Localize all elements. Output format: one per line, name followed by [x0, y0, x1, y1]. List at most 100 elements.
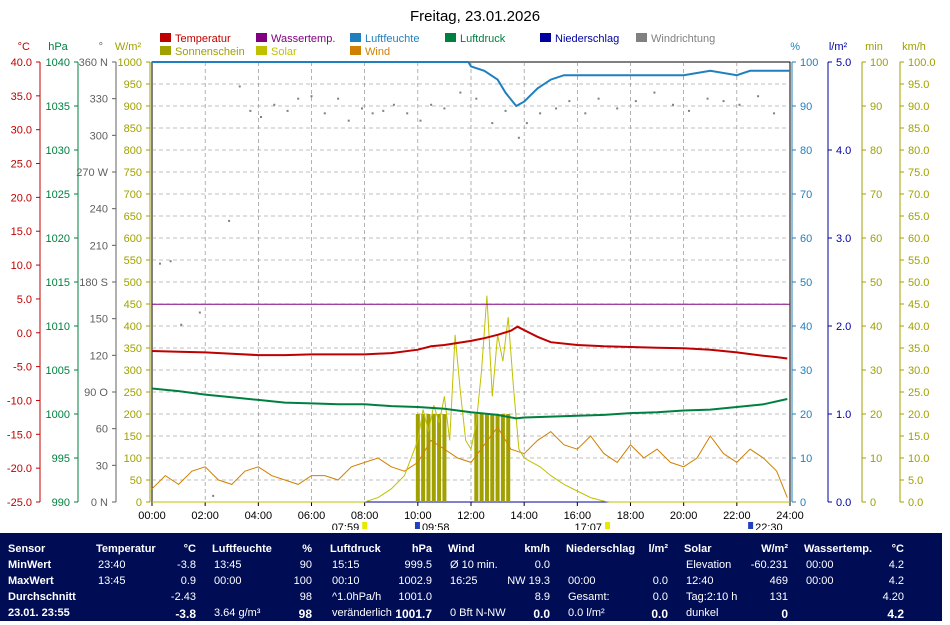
stats-col-luftfeuchte: Luftfeuchte% 13:45 90 00:00 100 98 3.64 g/m³ 98 — [206, 533, 320, 621]
time-tick-label: 20:00 — [670, 510, 698, 522]
minutes-axis-unit: min — [865, 41, 883, 53]
wind-tick-label: 75.0 — [908, 167, 929, 179]
stats-cell-label: Ø 10 min. — [450, 559, 498, 571]
stats-cell-label: 00:10 — [332, 575, 360, 587]
axis-units: °C hPa ° W/m²% l/m² min km/h — [18, 41, 926, 53]
wind-direction-point — [169, 260, 172, 263]
stats-group-unit: °C — [891, 543, 904, 555]
solar-tick-label: 650 — [124, 211, 142, 223]
wind-direction-point — [517, 136, 520, 139]
sunshine-bar — [490, 414, 495, 502]
wind-direction-point — [491, 122, 494, 125]
sunshine-bar — [431, 414, 436, 502]
legend-swatch — [636, 33, 647, 42]
stats-row-label: MaxWert — [8, 575, 54, 587]
wind-direction-point — [475, 97, 478, 100]
sunshine-bar — [415, 414, 420, 502]
legend-label: Solar — [271, 46, 297, 58]
series-temperatur — [151, 325, 788, 360]
stats-cell-value: NW 19.3 — [507, 575, 550, 587]
wind-tick-label: 45.0 — [908, 299, 929, 311]
legend-swatch — [350, 33, 361, 42]
minutes-tick-label: 40 — [870, 321, 882, 333]
legend-swatch — [160, 46, 171, 55]
solar-tick-label: 700 — [124, 189, 142, 201]
sunshine-bar — [426, 414, 431, 502]
stats-cell-label: dunkel — [686, 607, 719, 619]
stats-cell-value: 98 — [298, 607, 312, 621]
wind-tick-label: 55.0 — [908, 255, 929, 267]
wind-direction-point — [259, 116, 262, 118]
wind-direction-point — [249, 109, 252, 112]
humidity-tick-label: 10 — [800, 453, 812, 465]
solar-tick-label: 750 — [124, 167, 142, 179]
direction-tick-label: 180 S — [79, 277, 108, 289]
humidity-tick-label: 70 — [800, 189, 812, 201]
stats-cell-label: 00:00 — [806, 575, 834, 587]
minutes-tick-label: 80 — [870, 145, 882, 157]
stats-cell-value: 90 — [299, 559, 312, 571]
stats-group-unit: °C — [183, 543, 196, 555]
temp-tick-label: 0.0 — [17, 328, 32, 340]
wind-direction-point — [371, 112, 374, 115]
stats-cell-label: 00:00 — [806, 559, 834, 571]
pressure-tick-label: 1000 — [46, 409, 70, 421]
stats-cell-value: 1001.7 — [395, 607, 432, 621]
solar-tick-label: 550 — [124, 255, 142, 267]
stats-cell-value: 100 — [293, 575, 312, 587]
solar-tick-label: 600 — [124, 233, 142, 245]
stats-cell-value: 0.0 — [533, 607, 550, 621]
stats-group-name: Wind — [448, 543, 475, 555]
minutes-tick-label: 50 — [870, 277, 882, 289]
humidity-tick-label: 0 — [800, 497, 806, 509]
event-marker — [362, 522, 368, 529]
precip-tick-label: 2.0 — [836, 321, 851, 333]
wind-direction-point — [419, 119, 422, 122]
stats-col-wind: Wind km/h Ø 10 min. 0.0 16:25 NW 19.3 8.9 0 Bft… — [442, 533, 558, 621]
stats-cell-value: -3.8 — [175, 607, 196, 621]
wind-direction-point — [634, 100, 637, 103]
temp-tick-label: 40.0 — [11, 57, 32, 69]
stats-cell-value: 0.0 — [651, 607, 668, 621]
stats-cell-value: 131 — [769, 591, 788, 603]
direction-tick-label: 150 — [90, 314, 108, 326]
chart-title: Freitag, 23.01.2026 — [410, 8, 540, 25]
wind-direction-point — [443, 107, 446, 110]
solar-tick-label: 100 — [124, 453, 142, 465]
time-tick-label: 04:00 — [245, 510, 273, 522]
pressure-tick-label: 1030 — [46, 145, 70, 157]
wind-tick-label: 20.0 — [908, 409, 929, 421]
pressure-tick-label: 1010 — [46, 321, 70, 333]
time-tick-label: 16:00 — [564, 510, 592, 522]
sunshine-bar — [479, 414, 484, 502]
minutes-tick-label: 60 — [870, 233, 882, 245]
stats-cell-label: veränderlich — [332, 607, 392, 619]
minutes-tick-label: 100 — [870, 57, 888, 69]
wind-direction-point — [382, 109, 385, 112]
stats-col-luftdruck: Luftdruck hPa 15:15 999.5 00:10 1002.9 ^1.0hPa… — [324, 533, 440, 621]
wind-direction-point — [337, 97, 340, 100]
stats-group-unit: W/m² — [761, 543, 788, 555]
wind-tick-label: 95.0 — [908, 79, 929, 91]
event-marker — [414, 522, 420, 529]
time-tick-label: 02:00 — [191, 510, 219, 522]
temp-tick-label: -5.0 — [13, 362, 32, 374]
precip-tick-label: 1.0 — [836, 409, 851, 421]
pressure-tick-label: 990 — [52, 497, 70, 509]
time-tick-label: 14:00 — [510, 510, 538, 522]
pressure-tick-label: 1040 — [46, 57, 70, 69]
time-tick-label: 12:00 — [457, 510, 485, 522]
stats-cell-label: ^1.0hPa/h — [332, 591, 382, 603]
minutes-tick-label: 30 — [870, 365, 882, 377]
sunshine-bar — [421, 414, 426, 502]
humidity-tick-label: 40 — [800, 321, 812, 333]
stats-cell-value: 4.2 — [888, 559, 904, 571]
event-sunrise-label: 07:59 — [332, 522, 360, 530]
series-luftdruck — [151, 387, 788, 420]
solar-tick-label: 200 — [124, 409, 142, 421]
stats-cell-label: 00:00 — [214, 575, 242, 587]
stats-cell-value: 4.2 — [888, 575, 904, 587]
solar-tick-label: 800 — [124, 145, 142, 157]
wind-tick-label: 85.0 — [908, 123, 929, 135]
wind-direction-point — [539, 112, 542, 115]
